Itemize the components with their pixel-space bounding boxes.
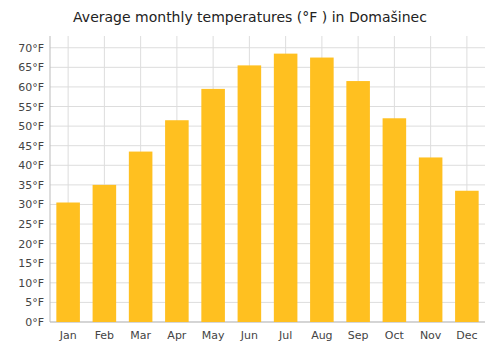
x-tick-label: Jun [240,329,258,342]
y-tick-label: 20°F [18,238,44,251]
x-tick-label: Oct [385,329,405,342]
y-grid-line [50,145,485,146]
bar [419,157,443,322]
x-tick-label: Jan [59,329,77,342]
chart-svg: Average monthly temperatures (°F ) in Do… [0,0,500,350]
y-tick-label: 55°F [18,101,44,114]
chart-container: Average monthly temperatures (°F ) in Do… [0,0,500,350]
y-tick-label: 60°F [18,81,44,94]
y-tick-label: 65°F [18,61,44,74]
bar [201,89,225,322]
y-axis-line [50,36,51,322]
y-tick-label: 30°F [18,198,44,211]
y-tick-label: 40°F [18,159,44,172]
y-grid-line [50,86,485,87]
x-tick-label: Feb [95,329,114,342]
bar [274,54,298,322]
y-grid-line [50,47,485,48]
x-tick-label: Sep [348,329,369,342]
x-tick-label: Dec [456,329,477,342]
bar [383,118,407,322]
y-tick-label: 35°F [18,179,44,192]
bar [455,191,479,322]
bar [93,185,117,322]
x-tick-label: Aug [311,329,332,342]
x-tick-label: May [202,329,225,342]
x-tick-label: Nov [420,329,442,342]
bar [310,58,334,322]
y-tick-label: 50°F [18,120,44,133]
chart-title: Average monthly temperatures (°F ) in Do… [73,9,427,25]
bar [165,120,189,322]
x-tick-label: Mar [130,329,151,342]
y-tick-label: 0°F [25,316,44,329]
bar [56,203,80,322]
y-tick-label: 70°F [18,42,44,55]
x-tick-label: Apr [167,329,187,342]
y-tick-label: 15°F [18,257,44,270]
bar [129,152,153,322]
y-tick-label: 5°F [25,296,44,309]
x-tick-label: Jul [278,329,292,342]
bar [346,81,370,322]
y-tick-label: 10°F [18,277,44,290]
bar [238,65,262,322]
y-grid-line [50,67,485,68]
grid [50,36,485,322]
bars [56,54,478,322]
y-grid-line [50,106,485,107]
y-grid-line [50,126,485,127]
y-tick-label: 45°F [18,140,44,153]
y-tick-label: 25°F [18,218,44,231]
